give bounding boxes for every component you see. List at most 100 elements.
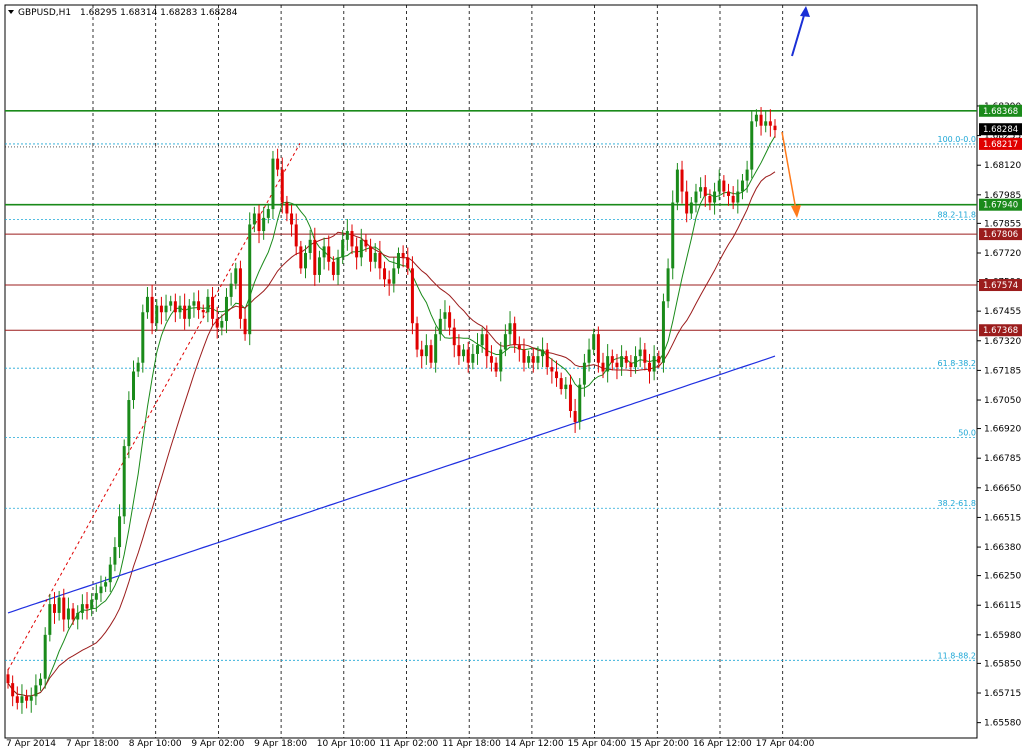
candle-body [424,345,428,357]
candle-body [508,323,512,335]
arrows[interactable] [781,6,810,218]
fib-level-label: 38.2-61.8 [937,499,976,508]
arrow-down-head [791,205,801,218]
candle-body [601,362,605,372]
y-tick-label: 1.68255 [984,132,1021,142]
candle-body [759,114,763,126]
horizontal-levels[interactable] [5,109,977,331]
candle-body [736,191,740,203]
candle-body [485,334,489,357]
y-tick-label: 1.67320 [984,337,1021,347]
y-tick-label: 1.66650 [984,484,1021,494]
x-tick-label: 14 Apr 12:00 [505,739,564,749]
y-tick-label: 1.67985 [984,191,1021,201]
x-tick-label: 8 Apr 10:00 [129,739,182,749]
candle-body [290,213,294,225]
candle-body [536,356,540,363]
x-tick-label: 15 Apr 20:00 [630,739,689,749]
candle-body [555,371,559,379]
candle-body [262,217,266,232]
candle-body [62,597,66,620]
candle-body [564,384,568,390]
candle-body [211,296,215,319]
candle-body [252,213,256,225]
candle-body [229,283,233,297]
candle-body [429,345,433,363]
arrow-down-icon[interactable] [781,131,797,211]
level-price-tag: 1.67940 [983,201,1018,211]
candle-body [220,321,224,328]
y-tick-label: 1.66515 [984,513,1021,523]
candle-body [438,318,442,335]
y-tick-label: 1.67185 [984,366,1021,376]
chevron-down-icon[interactable] [8,10,14,14]
time-axis: 7 Apr 2014 7 Apr 18:00 8 Apr 10:00 9 Apr 02… [6,739,815,749]
candle-body [299,246,303,269]
candle-body [462,349,466,357]
level-price-tag: 1.67368 [983,326,1018,336]
candle-body [234,268,238,284]
candle-body [48,604,52,635]
candle-body [596,334,600,363]
candle-body [266,209,270,218]
y-tick-label: 1.66250 [984,572,1021,582]
candle-body [257,213,261,232]
candle-body [541,349,545,357]
candle-body [550,367,554,372]
y-tick-label: 1.65580 [984,719,1021,729]
ma-fast-line [7,135,776,697]
fib-level-label: 50.0 [958,428,976,437]
candle-body [285,202,289,214]
level-price-tag: 1.68368 [983,107,1018,117]
candle-body [132,371,136,401]
y-tick-label: 1.65980 [984,631,1021,641]
candle-body [606,356,610,372]
candle-body [364,239,368,247]
fib-level-label: 11.8-88.2 [937,651,976,660]
candle-body [406,257,410,269]
symbol-label: GBPUSD,H1 [18,8,71,18]
candle-body [452,327,456,346]
candle-body [587,349,591,363]
candle-body [76,612,80,620]
candle-body [610,356,614,363]
candle-body [373,252,377,262]
candle-body [699,187,703,192]
candle-body [280,169,284,203]
candle-body [582,362,586,385]
ohlc-label: 1.68295 1.68314 1.68283 1.68284 [80,8,238,18]
candle-body [731,195,735,203]
current-price-tag-bg [979,123,1022,136]
candle-body [768,121,772,126]
candle-body [680,169,684,192]
y-tick-label: 1.66115 [984,601,1021,611]
grid [4,4,978,739]
candle-body [773,125,777,131]
x-tick-label: 17 Apr 04:00 [756,739,815,749]
candle-body [643,349,647,363]
candle-body [90,599,94,609]
arrow-up-head [800,6,810,17]
candle-body [471,353,475,363]
arrow-up-icon[interactable] [791,11,806,57]
candle-body [745,169,749,181]
fib-level-label: 100.0-0.0 [937,135,976,144]
candle-body [327,246,331,262]
candle-body [666,268,670,302]
fib-anchor-line [7,143,301,671]
candle-body [136,362,140,372]
candle-body [43,634,47,679]
fib-level-label: 88.2-11.8 [937,211,976,220]
candle-body [448,312,452,328]
candle-body [708,195,712,203]
fibonacci-levels: 100.0-0.0 88.2-11.8 61.8-38.2 50.0 38.2-61.8… [5,135,977,661]
candle-body [127,400,131,447]
candle-body [443,312,447,319]
candle-body [197,301,201,311]
x-tick-label: 7 Apr 2014 [6,739,56,749]
candle-body [531,356,535,363]
candle-body [489,356,493,363]
candle-body [66,608,70,620]
